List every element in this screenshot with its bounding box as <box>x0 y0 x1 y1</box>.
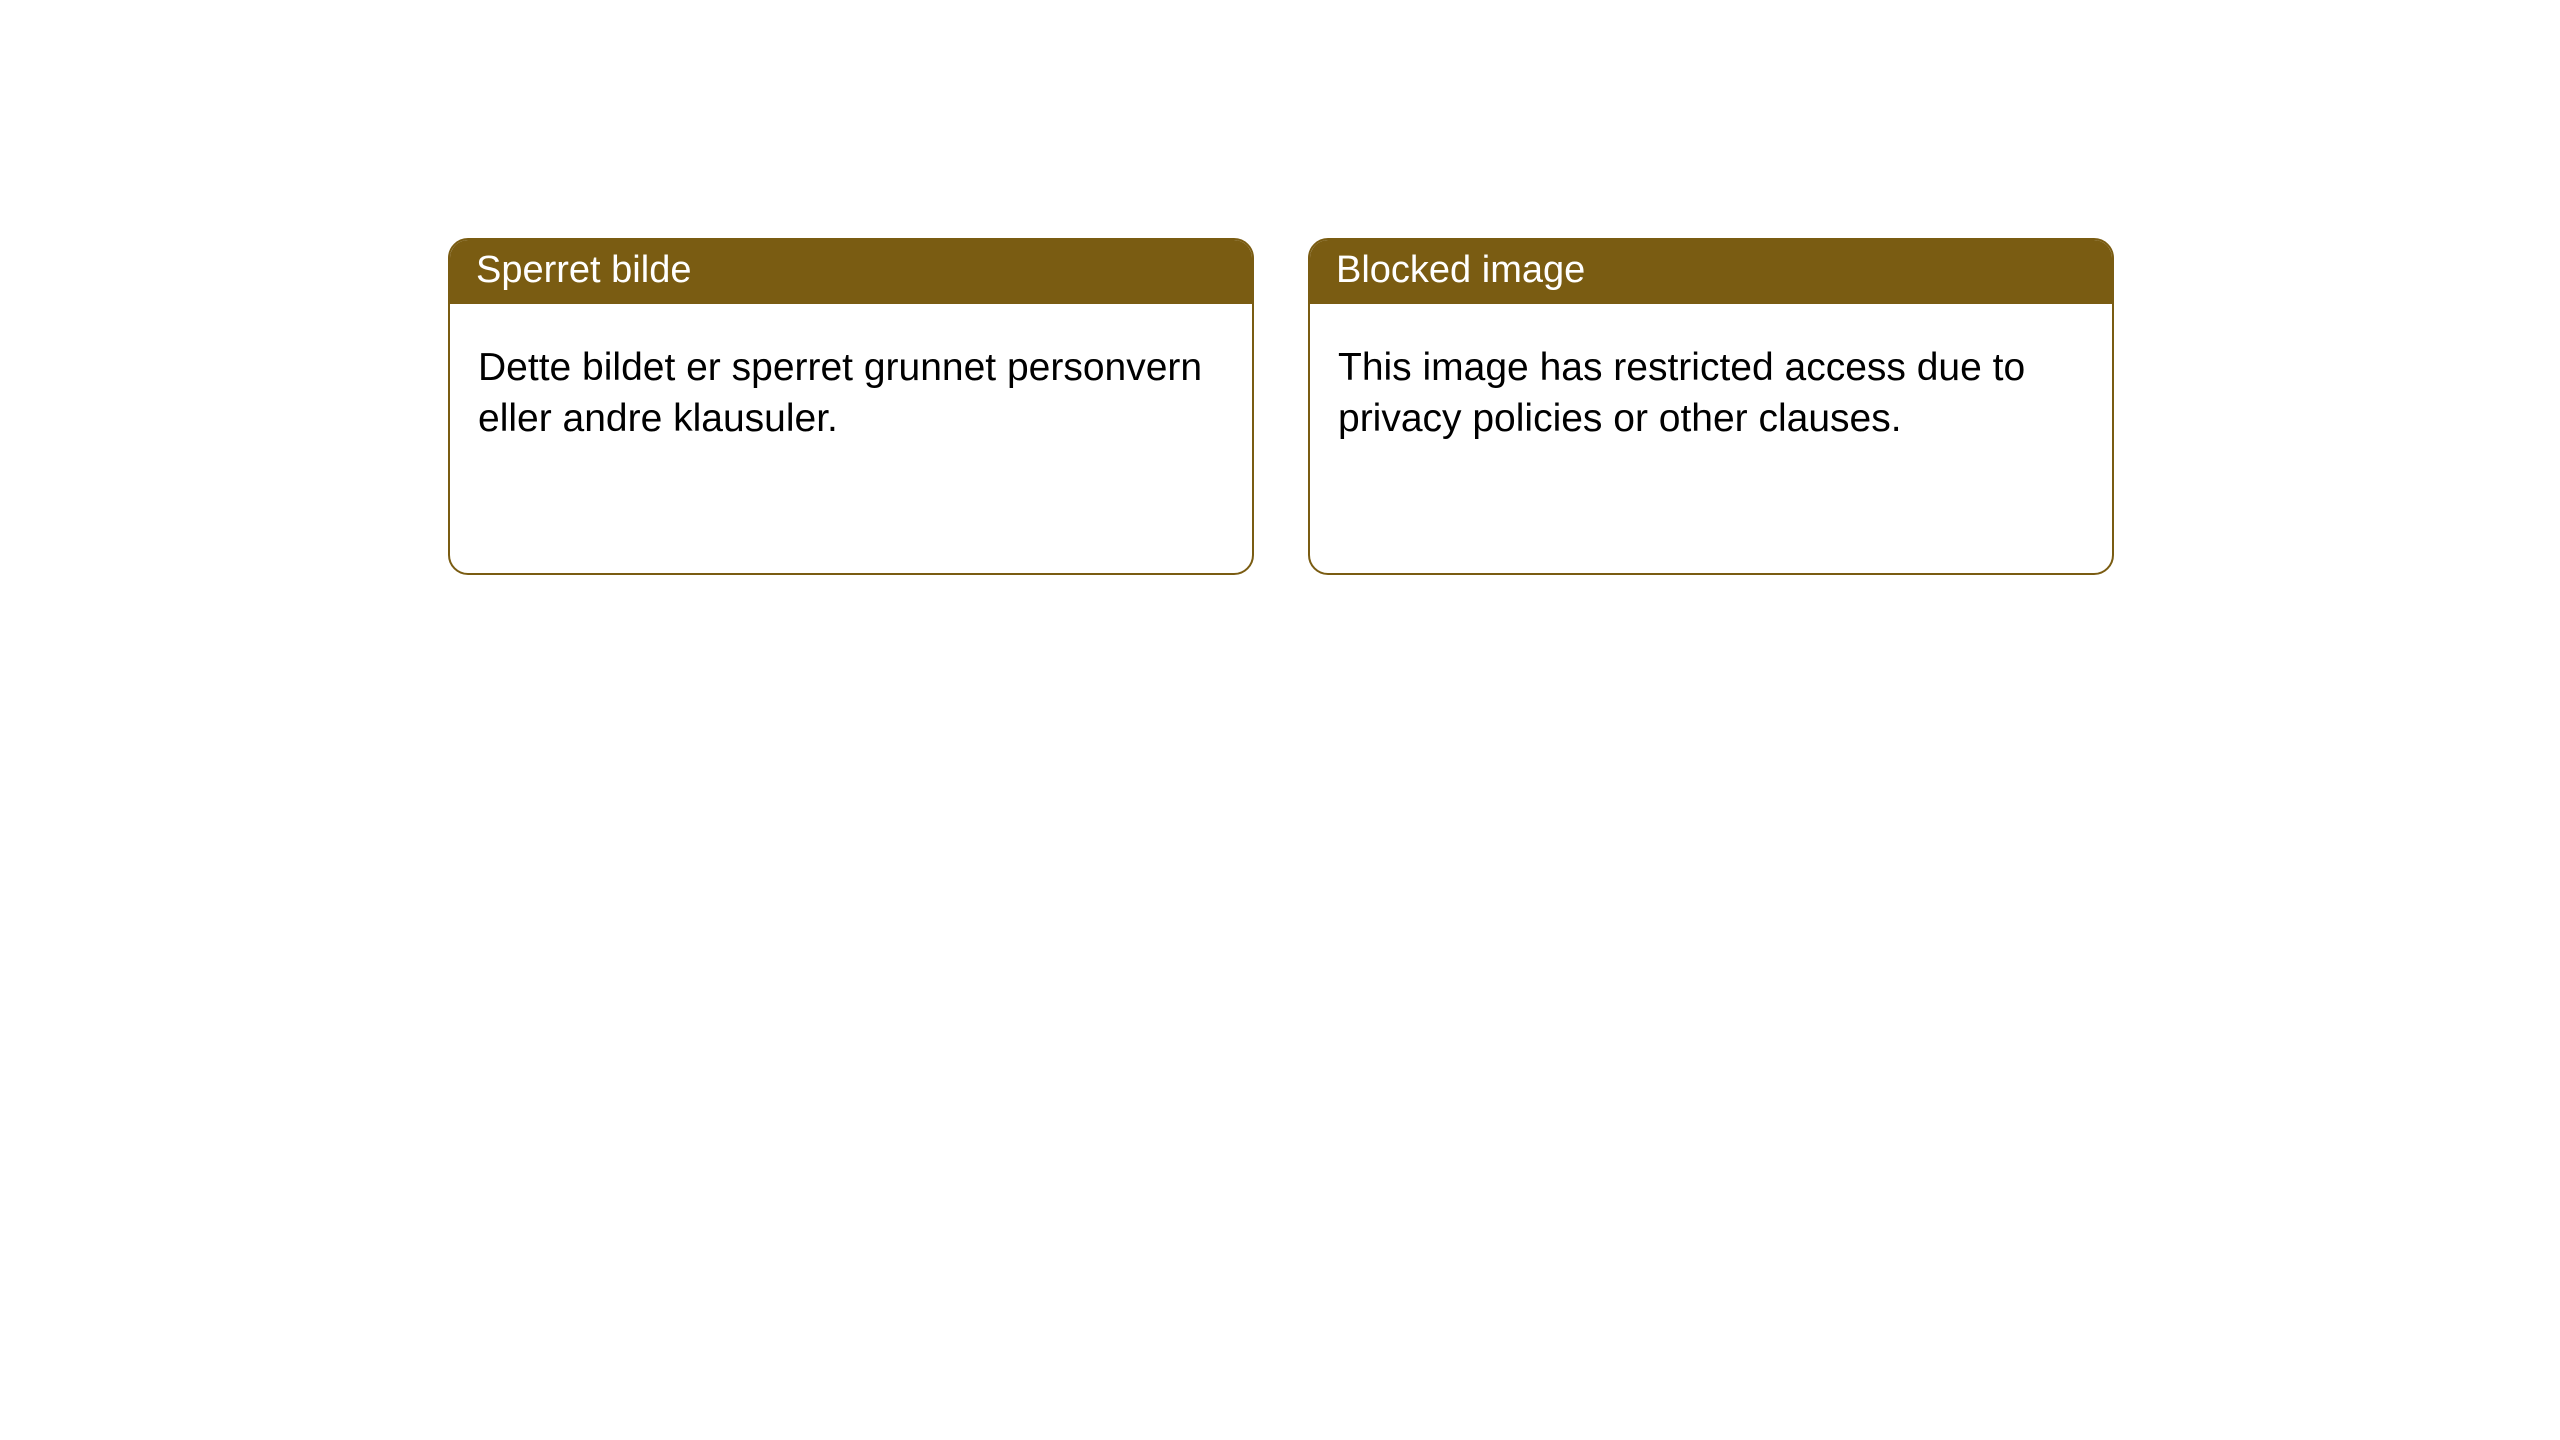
blocked-image-card-english: Blocked image This image has restricted … <box>1308 238 2114 575</box>
card-body-norwegian: Dette bildet er sperret grunnet personve… <box>450 304 1252 483</box>
blocked-image-card-norwegian: Sperret bilde Dette bildet er sperret gr… <box>448 238 1254 575</box>
card-body-english: This image has restricted access due to … <box>1310 304 2112 483</box>
notice-container: Sperret bilde Dette bildet er sperret gr… <box>0 0 2560 575</box>
card-header-english: Blocked image <box>1310 240 2112 304</box>
card-header-norwegian: Sperret bilde <box>450 240 1252 304</box>
